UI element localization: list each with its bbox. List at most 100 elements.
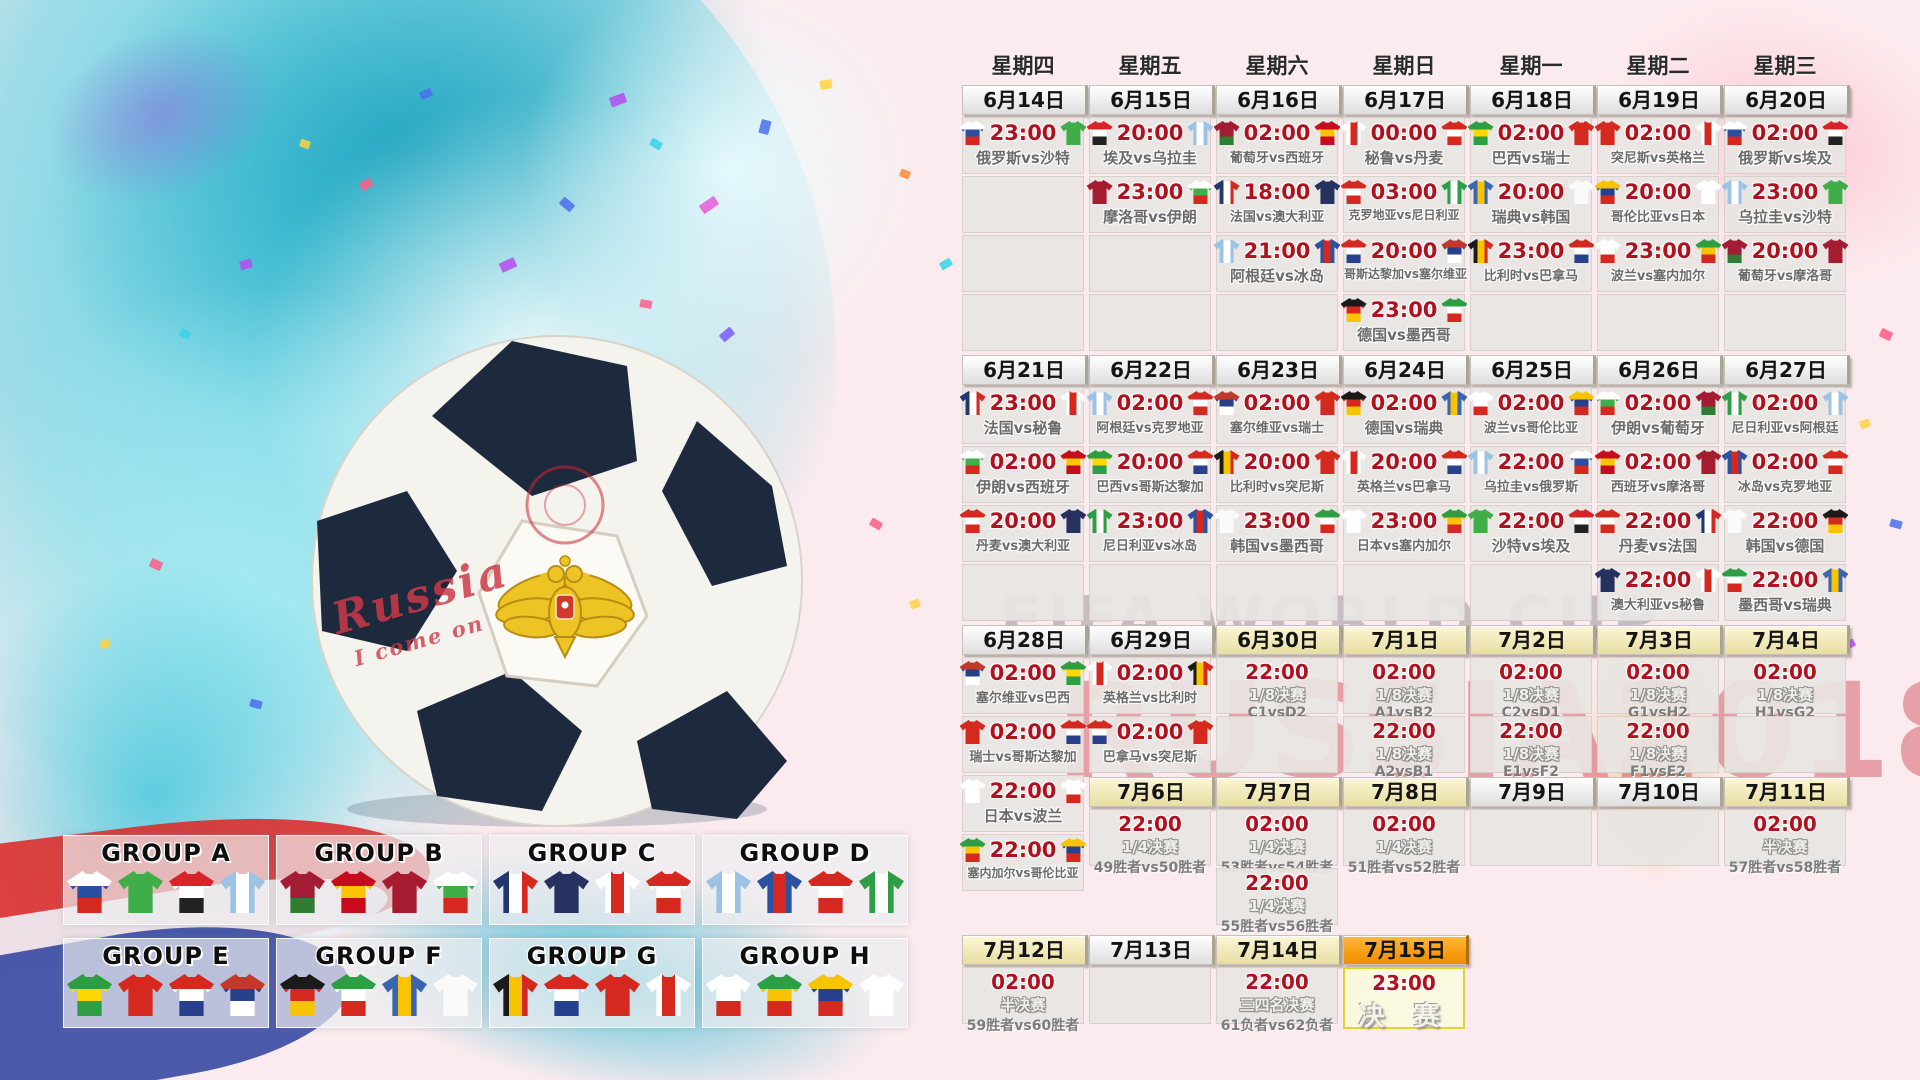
match-cell: 02:00 巴拿马vs突尼斯 bbox=[1086, 716, 1214, 773]
match-time-row: 22:00 bbox=[1467, 509, 1595, 533]
match-time-row: 02:00 bbox=[1213, 391, 1341, 415]
knockout-stage-label: 1/8决赛 bbox=[1629, 745, 1687, 763]
match-time-row: 23:00 bbox=[1594, 239, 1722, 263]
match-teams-label: 克罗地亚vs尼日利亚 bbox=[1348, 208, 1460, 222]
team-jersey-icon bbox=[1695, 391, 1722, 415]
match-time-row: 02:00 bbox=[1086, 661, 1214, 685]
knockout-match-cell: 22:00 1/8决赛 E1vsF2 bbox=[1470, 716, 1592, 780]
date-header: 7月4日 bbox=[1724, 625, 1850, 655]
date-header: 6月29日 bbox=[1089, 625, 1215, 655]
team-jersey-icon bbox=[1340, 509, 1367, 533]
match-cell: 23:00 摩洛哥vs伊朗 bbox=[1086, 176, 1214, 233]
team-jersey-icon bbox=[1568, 239, 1595, 263]
team-jersey-icon bbox=[1594, 239, 1621, 263]
knockout-stage-label: 1/8决赛 bbox=[1502, 745, 1560, 763]
group-panel: GROUP B bbox=[276, 835, 482, 925]
team-jersey-icon bbox=[1467, 450, 1494, 474]
match-time-row: 22:00 bbox=[959, 779, 1087, 803]
match-cell: 23:00 比利时vs巴拿马 bbox=[1467, 235, 1595, 292]
team-jersey-icon bbox=[1340, 391, 1367, 415]
team-jersey-icon bbox=[118, 974, 163, 1016]
match-time-row: 23:00 bbox=[1467, 239, 1595, 263]
group-title: GROUP G bbox=[526, 942, 658, 970]
match-cell: 02:00 尼日利亚vs阿根廷 bbox=[1721, 387, 1849, 444]
match-cell: 23:00 俄罗斯vs沙特 bbox=[959, 117, 1087, 174]
empty-cell bbox=[1724, 716, 1846, 773]
empty-cell bbox=[962, 564, 1084, 621]
team-jersey-icon bbox=[1086, 121, 1113, 145]
team-jersey-icon bbox=[1213, 239, 1240, 263]
confetti-piece bbox=[868, 517, 884, 531]
match-time: 02:00 bbox=[1751, 121, 1819, 145]
knockout-pair-label: E1vsF2 bbox=[1502, 764, 1560, 780]
match-time: 23:00 bbox=[989, 121, 1057, 145]
team-jersey-icon bbox=[1060, 391, 1087, 415]
match-time-row: 22:00 bbox=[1721, 509, 1849, 533]
team-jersey-icon bbox=[1695, 509, 1722, 533]
match-teams-label: 哥斯达黎加vs塞尔维亚 bbox=[1344, 267, 1467, 281]
date-header: 6月14日 bbox=[962, 85, 1088, 115]
group-panel: GROUP D bbox=[702, 835, 908, 925]
team-jersey-icon bbox=[118, 871, 163, 913]
team-jersey-icon bbox=[646, 974, 691, 1016]
group-jersey-row bbox=[277, 974, 481, 1016]
knockout-match-cell: 02:00 半决赛 59胜者vs60胜者 bbox=[962, 967, 1084, 1034]
team-jersey-icon bbox=[1213, 180, 1240, 204]
team-jersey-icon bbox=[1467, 121, 1494, 145]
team-jersey-icon bbox=[1086, 720, 1113, 744]
team-jersey-icon bbox=[1721, 568, 1748, 592]
knockout-match-cell: 02:00 1/8决赛 A1vsB2 bbox=[1343, 657, 1465, 721]
team-jersey-icon bbox=[706, 871, 751, 913]
match-time: 20:00 bbox=[1243, 450, 1311, 474]
date-header: 7月6日 bbox=[1089, 777, 1215, 807]
match-time-row: 20:00 bbox=[1340, 450, 1468, 474]
team-jersey-icon bbox=[1695, 450, 1722, 474]
date-header: 6月18日 bbox=[1470, 85, 1596, 115]
knockout-time: 22:00 bbox=[1372, 719, 1436, 743]
team-jersey-icon bbox=[1721, 180, 1748, 204]
match-teams-label: 沙特vs埃及 bbox=[1491, 537, 1571, 555]
team-jersey-icon bbox=[859, 974, 904, 1016]
team-jersey-icon bbox=[1086, 450, 1113, 474]
match-cell: 02:00 塞尔维亚vs瑞士 bbox=[1213, 387, 1341, 444]
match-time-row: 02:00 bbox=[1467, 391, 1595, 415]
match-teams-label: 德国vs墨西哥 bbox=[1357, 326, 1451, 344]
weekday-label: 星期五 bbox=[1118, 54, 1182, 78]
team-jersey-icon bbox=[1467, 180, 1494, 204]
knockout-time: 02:00 bbox=[1626, 660, 1690, 684]
knockout-pair-label: 59胜者vs60胜者 bbox=[966, 1018, 1080, 1034]
team-jersey-icon bbox=[1721, 121, 1748, 145]
team-jersey-icon bbox=[1060, 121, 1087, 145]
team-jersey-icon bbox=[1086, 661, 1113, 685]
match-time-row: 02:00 bbox=[959, 720, 1087, 744]
knockout-time: 22:00 bbox=[1245, 970, 1309, 994]
date-header: 6月23日 bbox=[1216, 355, 1342, 385]
match-time: 23:00 bbox=[1116, 509, 1184, 533]
team-jersey-icon bbox=[757, 871, 802, 913]
knockout-stage-label: 1/4决赛 bbox=[1375, 838, 1433, 856]
team-jersey-icon bbox=[1340, 239, 1367, 263]
match-time: 02:00 bbox=[1497, 121, 1565, 145]
team-jersey-icon bbox=[1441, 180, 1468, 204]
match-teams-label: 韩国vs墨西哥 bbox=[1230, 537, 1324, 555]
match-teams-label: 葡萄牙vs摩洛哥 bbox=[1737, 269, 1833, 284]
match-time: 18:00 bbox=[1243, 180, 1311, 204]
team-jersey-icon bbox=[1187, 661, 1214, 685]
team-jersey-icon bbox=[959, 661, 986, 685]
match-teams-label: 法国vs澳大利亚 bbox=[1229, 210, 1325, 225]
team-jersey-icon bbox=[959, 838, 986, 862]
match-time-row: 02:00 bbox=[959, 661, 1087, 685]
team-jersey-icon bbox=[1441, 450, 1468, 474]
match-time-row: 21:00 bbox=[1213, 239, 1341, 263]
team-jersey-icon bbox=[1695, 180, 1722, 204]
team-jersey-icon bbox=[331, 974, 376, 1016]
match-cell: 02:00 瑞士vs哥斯达黎加 bbox=[959, 716, 1087, 773]
team-jersey-icon bbox=[1822, 180, 1849, 204]
empty-cell bbox=[962, 294, 1084, 351]
empty-cell bbox=[1597, 294, 1719, 351]
empty-cell bbox=[1216, 564, 1338, 621]
empty-cell bbox=[1470, 294, 1592, 351]
date-header: 6月22日 bbox=[1089, 355, 1215, 385]
russia-coat-of-arms-icon bbox=[495, 555, 635, 660]
match-time: 02:00 bbox=[1751, 450, 1819, 474]
